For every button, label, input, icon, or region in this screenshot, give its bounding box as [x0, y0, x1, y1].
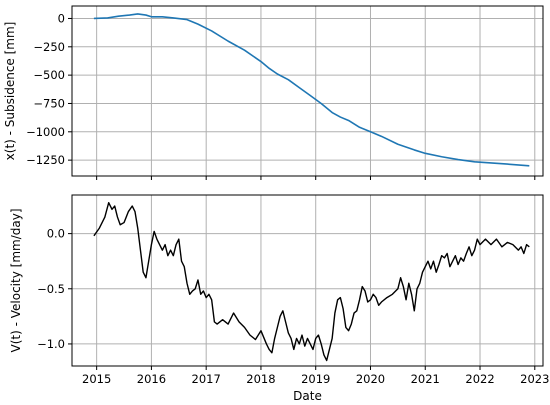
y-tick-label: −1000	[26, 125, 65, 139]
y-tick-label: −250	[33, 40, 65, 54]
series-line-0	[93, 202, 530, 362]
y-tick-label: −1250	[26, 153, 65, 167]
x-tick-label: 2020	[356, 372, 385, 386]
y-tick-label: −0.5	[37, 282, 65, 296]
y-axis-label: V(t) - Velocity [mm/day]	[9, 209, 23, 353]
velocity-panel: 2015 2016 2017 2018 2019 2020 2021 2022 2023 0.0 −…	[9, 194, 549, 403]
y-tick-label: 0.0	[47, 227, 65, 241]
subsidence-panel: 0 −250 −500 −750 −1000 −1250 x(t) - Subsidence…	[3, 5, 544, 180]
x-tick-label: 2021	[411, 372, 440, 386]
x-tick-label: 2015	[82, 372, 111, 386]
x-tick-label: 2022	[465, 372, 494, 386]
y-tick-label: −750	[33, 96, 65, 110]
y-tick-label: 0	[58, 11, 65, 25]
y-axis-label: x(t) - Subsidence [mm]	[3, 22, 17, 161]
x-tick-label: 2019	[301, 372, 330, 386]
x-axis-label: Date	[293, 389, 322, 403]
y-tick-label: −500	[33, 68, 65, 82]
plot-frame	[71, 194, 544, 367]
x-tick-label: 2018	[246, 372, 275, 386]
x-tick-label: 2023	[520, 372, 549, 386]
plot-frame	[71, 5, 544, 177]
x-tick-label: 2016	[137, 372, 166, 386]
y-tick-label: −1.0	[37, 337, 65, 351]
x-tick-label: 2017	[192, 372, 221, 386]
series-line-0	[93, 13, 530, 167]
